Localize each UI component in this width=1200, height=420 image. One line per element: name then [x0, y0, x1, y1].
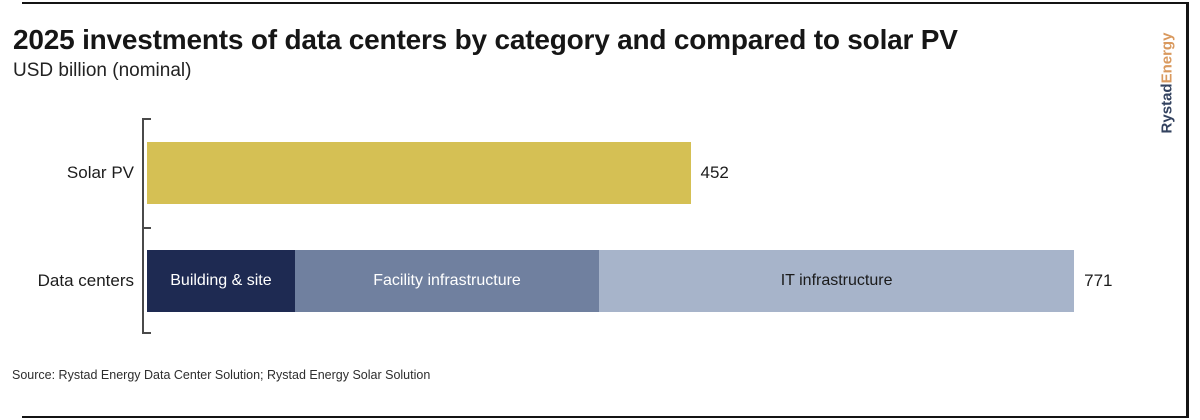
value-label-771: 771	[1084, 271, 1113, 290]
segment-solar-pv	[147, 142, 691, 204]
logo-text-rystad: Rystad	[1158, 83, 1176, 134]
frame-top-border	[22, 2, 1188, 4]
category-label-data-centers: Data centers	[37, 271, 134, 290]
segment-label: IT infrastructure	[780, 272, 893, 289]
frame-bottom-border	[22, 416, 1188, 418]
segment-label: Building & site	[170, 272, 272, 289]
axis-tick-bottom	[142, 332, 151, 334]
axis-tick-middle	[142, 227, 151, 229]
bar-data-centers: Building & site Facility infrastructure IT…	[147, 250, 1075, 312]
chart-title: 2025 investments of data centers by cate…	[13, 24, 958, 55]
segment-facility-infrastructure: Facility infrastructure	[294, 250, 600, 312]
logo-text-energy: Energy	[1158, 32, 1176, 84]
segment-label: Facility infrastructure	[373, 272, 521, 289]
rystad-energy-logo: RystadEnergy	[1159, 33, 1176, 134]
segment-it-infrastructure: IT infrastructure	[599, 250, 1075, 312]
axis-tick-top	[142, 118, 151, 120]
value-label-452: 452	[700, 163, 729, 182]
frame-right-border	[1186, 2, 1189, 418]
bar-solar-pv	[147, 142, 691, 204]
source-note: Source: Rystad Energy Data Center Soluti…	[12, 368, 431, 382]
chart-subtitle: USD billion (nominal)	[13, 60, 192, 81]
segment-building-site: Building & site	[147, 250, 295, 312]
category-label-solar-pv: Solar PV	[66, 163, 134, 182]
y-axis-line	[142, 118, 144, 334]
